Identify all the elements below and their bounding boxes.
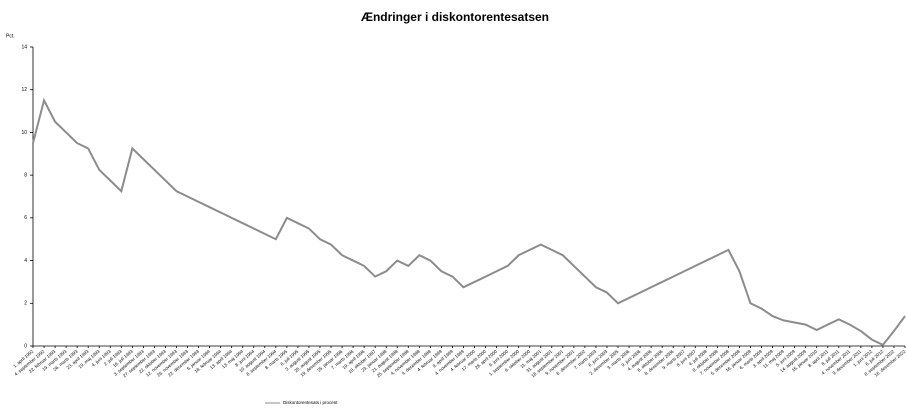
y-tick-label: 6 [24, 215, 27, 221]
y-tick-label: 12 [21, 87, 27, 93]
y-tick-label: 0 [24, 343, 27, 349]
y-tick-label: 2 [24, 301, 27, 307]
y-tick-label: 10 [21, 130, 27, 136]
chart-title: Ændringer i diskontorentesatsen [361, 10, 549, 24]
data-line [32, 97, 906, 347]
y-tick-label: 14 [21, 44, 27, 50]
y-tick-label: 8 [24, 172, 27, 178]
legend-label: Diskontorentesats i procent [283, 400, 338, 405]
y-tick-label: 4 [24, 258, 27, 264]
y-axis-label: Pct. [6, 33, 15, 39]
